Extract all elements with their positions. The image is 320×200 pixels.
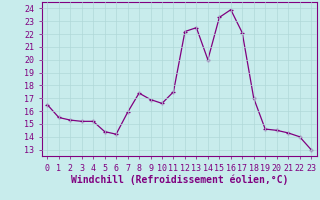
X-axis label: Windchill (Refroidissement éolien,°C): Windchill (Refroidissement éolien,°C) bbox=[70, 174, 288, 185]
